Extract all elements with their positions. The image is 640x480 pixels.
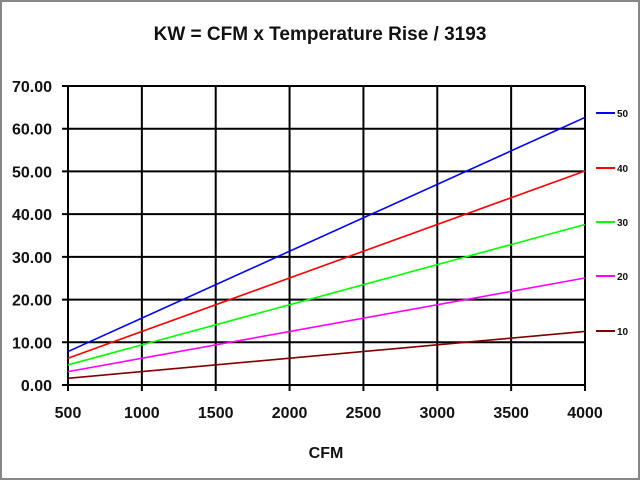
x-tick-label: 500 xyxy=(55,405,82,422)
series-line-10 xyxy=(67,330,586,380)
legend-label: 20 xyxy=(617,272,629,283)
y-tick-label: 20.00 xyxy=(12,293,52,310)
series-line-30 xyxy=(67,223,586,366)
x-tick-label: 2000 xyxy=(272,405,308,422)
series-line-40 xyxy=(67,170,586,360)
y-tick-label: 30.00 xyxy=(12,250,52,267)
chart-title: KW = CFM x Temperature Rise / 3193 xyxy=(154,24,487,45)
y-tick-label: 70.00 xyxy=(12,79,52,96)
legend-label: 30 xyxy=(617,218,629,229)
y-tick-label: 0.00 xyxy=(21,378,52,395)
x-tick-label: 3500 xyxy=(493,405,529,422)
series-line-50 xyxy=(67,116,586,353)
legend-label: 50 xyxy=(617,109,629,120)
y-tick-label: 40.00 xyxy=(12,207,52,224)
legend-label: 40 xyxy=(617,164,629,175)
x-axis-label: CFM xyxy=(309,445,344,462)
y-tick-label: 10.00 xyxy=(12,335,52,352)
x-tick-label: 2500 xyxy=(346,405,382,422)
y-tick-label: 60.00 xyxy=(12,122,52,139)
legend-label: 10 xyxy=(617,327,629,338)
x-tick-label: 3000 xyxy=(419,405,455,422)
x-tick-label: 4000 xyxy=(567,405,603,422)
series-line-20 xyxy=(67,277,586,373)
x-tick-label: 1000 xyxy=(124,405,160,422)
y-tick-label: 50.00 xyxy=(12,164,52,181)
x-tick-label: 1500 xyxy=(198,405,234,422)
